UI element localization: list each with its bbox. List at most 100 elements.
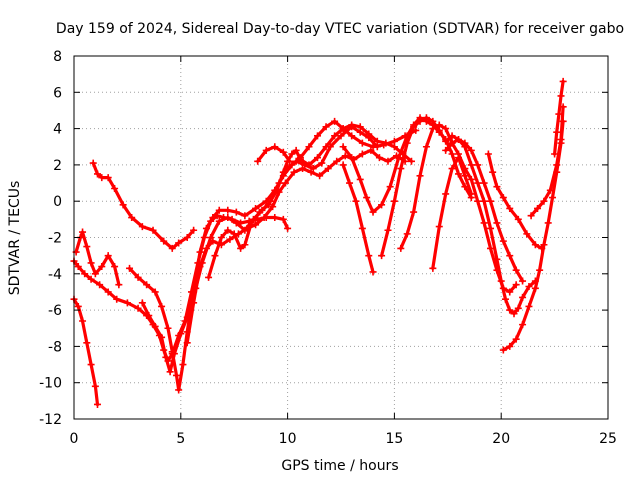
y-tick-label: 4 bbox=[53, 122, 62, 138]
data-point bbox=[252, 221, 260, 229]
y-tick-label: 8 bbox=[53, 49, 62, 65]
data-point bbox=[403, 139, 411, 147]
data-point bbox=[273, 186, 281, 194]
data-point bbox=[98, 174, 106, 182]
data-point bbox=[442, 125, 450, 133]
series-trace bbox=[380, 116, 537, 316]
y-tick-label: -12 bbox=[39, 412, 62, 428]
data-point bbox=[134, 304, 142, 312]
data-point bbox=[79, 228, 87, 236]
data-point bbox=[358, 224, 366, 232]
data-point bbox=[104, 174, 112, 182]
x-tick-label: 5 bbox=[176, 431, 185, 447]
series-track-14 bbox=[429, 154, 475, 272]
data-point bbox=[422, 114, 430, 122]
series-trace bbox=[486, 152, 544, 250]
data-point bbox=[474, 179, 482, 187]
data-point bbox=[506, 306, 514, 314]
data-point bbox=[384, 157, 392, 165]
data-point bbox=[467, 175, 475, 183]
data-point bbox=[506, 342, 514, 350]
data-point bbox=[269, 203, 277, 211]
data-point bbox=[202, 244, 210, 252]
data-point bbox=[247, 219, 255, 227]
data-point bbox=[324, 165, 332, 173]
data-point bbox=[365, 130, 373, 138]
data-point bbox=[93, 170, 101, 178]
data-point bbox=[348, 132, 356, 140]
data-point bbox=[531, 284, 539, 292]
data-point bbox=[467, 190, 475, 198]
data-point bbox=[316, 172, 324, 180]
data-point bbox=[548, 194, 556, 202]
data-point bbox=[190, 226, 198, 234]
data-point bbox=[442, 146, 450, 154]
data-point bbox=[416, 117, 424, 125]
data-point bbox=[487, 224, 495, 232]
data-point bbox=[166, 368, 174, 376]
data-point bbox=[217, 234, 225, 241]
data-point bbox=[254, 157, 262, 165]
data-point bbox=[480, 197, 488, 205]
data-point bbox=[540, 197, 548, 205]
data-point bbox=[183, 234, 191, 241]
data-point bbox=[519, 293, 527, 301]
data-point bbox=[256, 208, 264, 216]
data-point bbox=[224, 226, 232, 234]
data-point bbox=[493, 219, 501, 227]
y-tick-label: 6 bbox=[53, 85, 62, 101]
data-point bbox=[514, 304, 522, 312]
data-point bbox=[224, 206, 232, 214]
data-point bbox=[215, 206, 223, 214]
series-trace bbox=[72, 297, 100, 407]
data-point bbox=[164, 324, 172, 332]
data-point bbox=[501, 295, 509, 303]
data-point bbox=[237, 244, 245, 252]
data-point bbox=[115, 281, 123, 289]
data-point bbox=[284, 224, 292, 232]
x-tick-label: 10 bbox=[279, 431, 297, 447]
data-point bbox=[151, 288, 159, 296]
data-point bbox=[104, 252, 112, 260]
data-point bbox=[281, 179, 289, 187]
data-point bbox=[292, 146, 300, 154]
data-point bbox=[215, 217, 223, 225]
data-point bbox=[149, 226, 157, 234]
data-point bbox=[288, 150, 296, 158]
data-point bbox=[448, 150, 456, 158]
series-track-15 bbox=[442, 135, 527, 285]
data-point bbox=[318, 159, 326, 167]
data-point bbox=[534, 204, 542, 212]
data-point bbox=[369, 268, 377, 276]
data-point bbox=[365, 252, 373, 260]
data-point bbox=[168, 244, 176, 252]
data-point bbox=[512, 335, 520, 343]
data-point bbox=[461, 139, 469, 147]
data-point bbox=[339, 161, 347, 169]
data-point bbox=[209, 237, 217, 245]
data-point bbox=[123, 299, 131, 307]
data-point bbox=[348, 121, 356, 129]
data-point bbox=[448, 165, 456, 173]
data-point bbox=[512, 281, 520, 289]
data-point bbox=[183, 339, 191, 347]
data-point bbox=[173, 371, 181, 379]
data-point bbox=[384, 226, 392, 234]
y-tick-label: -4 bbox=[48, 267, 62, 283]
data-point bbox=[461, 172, 469, 180]
data-point bbox=[93, 400, 101, 408]
data-point bbox=[442, 190, 450, 198]
data-point bbox=[241, 241, 249, 249]
data-point bbox=[183, 313, 191, 321]
data-point bbox=[196, 263, 204, 271]
data-point bbox=[83, 339, 91, 347]
series-track-1 bbox=[70, 295, 101, 408]
data-point bbox=[540, 241, 548, 249]
data-point bbox=[260, 214, 268, 222]
y-tick-label: -6 bbox=[48, 303, 62, 319]
data-point bbox=[395, 154, 403, 162]
x-tick-label: 15 bbox=[385, 431, 403, 447]
data-point bbox=[175, 239, 183, 247]
data-point bbox=[111, 184, 119, 192]
data-point bbox=[264, 201, 272, 209]
